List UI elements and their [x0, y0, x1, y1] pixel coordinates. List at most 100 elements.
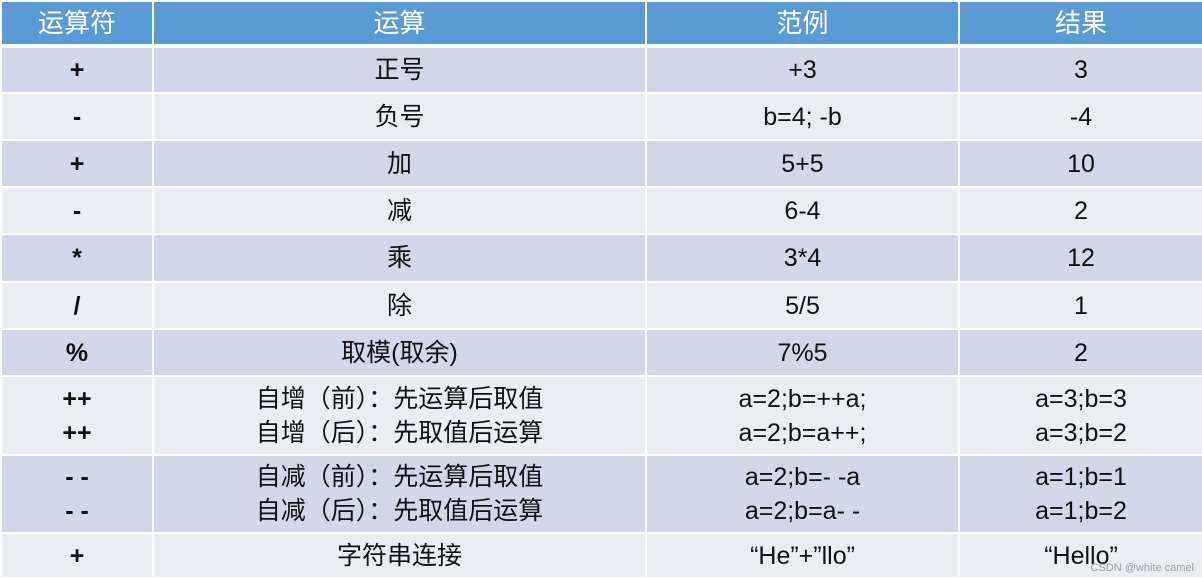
operation-cell-line: 负号: [374, 102, 425, 131]
example-cell-line: a=2;b=a- -: [744, 497, 861, 525]
operator-cell-line: - -: [65, 463, 89, 491]
result-cell: 3: [958, 45, 1202, 94]
watermark: CSDN @white camel: [1090, 562, 1194, 574]
operator-cell-line: -: [72, 102, 82, 131]
result-cell-line: 12: [1067, 244, 1095, 272]
table-row: - 负号 b=4; -b -4: [0, 92, 1202, 141]
example-cell-line: 5+5: [781, 149, 824, 178]
example-cell: +3: [645, 45, 960, 94]
operator-cell: ++ ++: [0, 375, 154, 456]
operation-cell: 乘: [152, 233, 647, 283]
table-row: / 除 5/5 1: [0, 281, 1202, 330]
operator-cell: *: [0, 233, 154, 283]
table-row: ++ ++ 自增（前）：先运算后取值 自增（后）：先取值后运算 a=2;b=++a; a=…: [0, 375, 1202, 456]
example-cell: 7%5: [645, 328, 960, 377]
result-cell-line: “Hello”: [1044, 541, 1118, 570]
operation-cell-line: 减: [386, 196, 412, 225]
example-cell: 6-4: [645, 186, 960, 235]
table-row: - -- - 自减（前）：先运算后取值 自减（后）：先取值后运算 a=2;b=- -a…: [0, 454, 1202, 534]
header-result: 结果: [958, 0, 1202, 48]
operation-cell: 除: [152, 281, 647, 330]
operation-cell-line: 自增（前）：先运算后取值: [255, 384, 544, 413]
result-cell-line: 1: [1074, 291, 1088, 320]
operator-cell: +: [0, 532, 154, 579]
operator-cell-line: +: [69, 541, 85, 570]
result-cell: 12: [958, 233, 1202, 283]
operator-cell: -: [0, 92, 154, 141]
operator-cell: +: [0, 45, 154, 94]
example-cell-line: 5/5: [785, 291, 820, 320]
operation-cell: 正号: [152, 45, 647, 94]
operator-cell: %: [0, 328, 154, 377]
operator-cell-line: *: [72, 244, 82, 272]
example-cell-line: a=2;b=- -a: [744, 463, 861, 491]
result-cell: 10: [958, 139, 1202, 188]
operation-cell-line: 乘: [386, 244, 412, 272]
result-cell-line: a=1;b=2: [1035, 497, 1127, 525]
result-cell: -4: [958, 92, 1202, 141]
example-cell: “He”+”llo”: [645, 532, 960, 579]
result-cell-line: a=3;b=3: [1035, 384, 1127, 413]
header-operation: 运算: [152, 0, 647, 48]
operator-cell-line: -: [72, 196, 82, 225]
example-cell-line: a=2;b=++a;: [738, 384, 867, 413]
result-cell-line: 10: [1067, 149, 1095, 178]
operation-cell: 字符串连接: [152, 532, 647, 579]
operator-cell-line: %: [65, 338, 89, 367]
table-row: + 加 5+5 10: [0, 139, 1202, 188]
result-cell: a=3;b=3 a=3;b=2: [958, 375, 1202, 456]
example-cell-line: 6-4: [784, 196, 821, 225]
operator-cell: -: [0, 186, 154, 235]
operator-cell: - - - -: [0, 454, 154, 534]
operator-cell: +: [0, 139, 154, 188]
result-cell-line: 2: [1074, 196, 1088, 225]
operation-cell-line: 取模(取余): [341, 338, 458, 367]
example-cell: a=2;b=++a; a=2;b=a++;: [645, 375, 960, 456]
result-cell-line: -4: [1069, 102, 1093, 131]
operation-cell-line: 自减（后）：先取值后运算: [255, 497, 544, 525]
result-cell: 2: [958, 328, 1202, 377]
result-cell: 2: [958, 186, 1202, 235]
operator-cell-line: +: [69, 149, 85, 178]
header-operator: 运算符: [0, 0, 154, 48]
example-cell: b=4; -b: [645, 92, 960, 141]
table-row: * 乘 3*4 12: [0, 233, 1202, 283]
operator-cell-line: - -: [65, 497, 89, 525]
operator-cell-line: ++: [62, 418, 92, 447]
table-row: - 减 6-4 2: [0, 186, 1202, 235]
operator-cell-line: ++: [62, 384, 92, 413]
example-cell: 5+5: [645, 139, 960, 188]
example-cell: 5/5: [645, 281, 960, 330]
result-cell-line: 3: [1074, 56, 1088, 84]
result-cell: “Hello”: [958, 532, 1202, 579]
operation-cell-line: 自增（后）：先取值后运算: [255, 418, 544, 447]
operation-cell: 自减（前）：先运算后取值 自减（后）：先取值后运算: [152, 454, 647, 534]
result-cell-line: 2: [1074, 338, 1088, 367]
example-cell-line: 7%5: [777, 338, 828, 367]
operation-cell-line: 字符串连接: [336, 541, 462, 570]
operation-cell: 加: [152, 139, 647, 188]
header-row: 运算符 运算 范例 结果: [0, 0, 1202, 48]
result-cell: a=1;b=1 a=1;b=2: [958, 454, 1202, 534]
operation-cell-line: 自减（前）：先运算后取值: [255, 463, 544, 491]
operator-cell-line: +: [69, 56, 85, 84]
result-cell: 1: [958, 281, 1202, 330]
example-cell-line: a=2;b=a++;: [738, 418, 867, 447]
operation-cell-line: 除: [386, 291, 412, 320]
example-cell-line: 3*4: [783, 244, 822, 272]
result-cell-line: a=1;b=1: [1035, 463, 1127, 491]
table-row: + 字符串连接 “He”+”llo” “Hello”: [0, 532, 1202, 579]
operation-cell-line: 加: [386, 149, 412, 178]
table-row: + 正号 +3 3: [0, 45, 1202, 94]
example-cell: 3*4: [645, 233, 960, 283]
operation-cell: 减: [152, 186, 647, 235]
table-row: % 取模(取余) 7%5 2: [0, 328, 1202, 377]
example-cell-line: “He”+”llo”: [750, 541, 855, 570]
result-cell-line: a=3;b=2: [1035, 418, 1127, 447]
example-cell-line: +3: [788, 56, 817, 84]
operation-cell: 自增（前）：先运算后取值 自增（后）：先取值后运算: [152, 375, 647, 456]
example-cell: a=2;b=- -a a=2;b=a- -: [645, 454, 960, 534]
example-cell-line: b=4; -b: [763, 102, 842, 131]
operation-cell: 负号: [152, 92, 647, 141]
